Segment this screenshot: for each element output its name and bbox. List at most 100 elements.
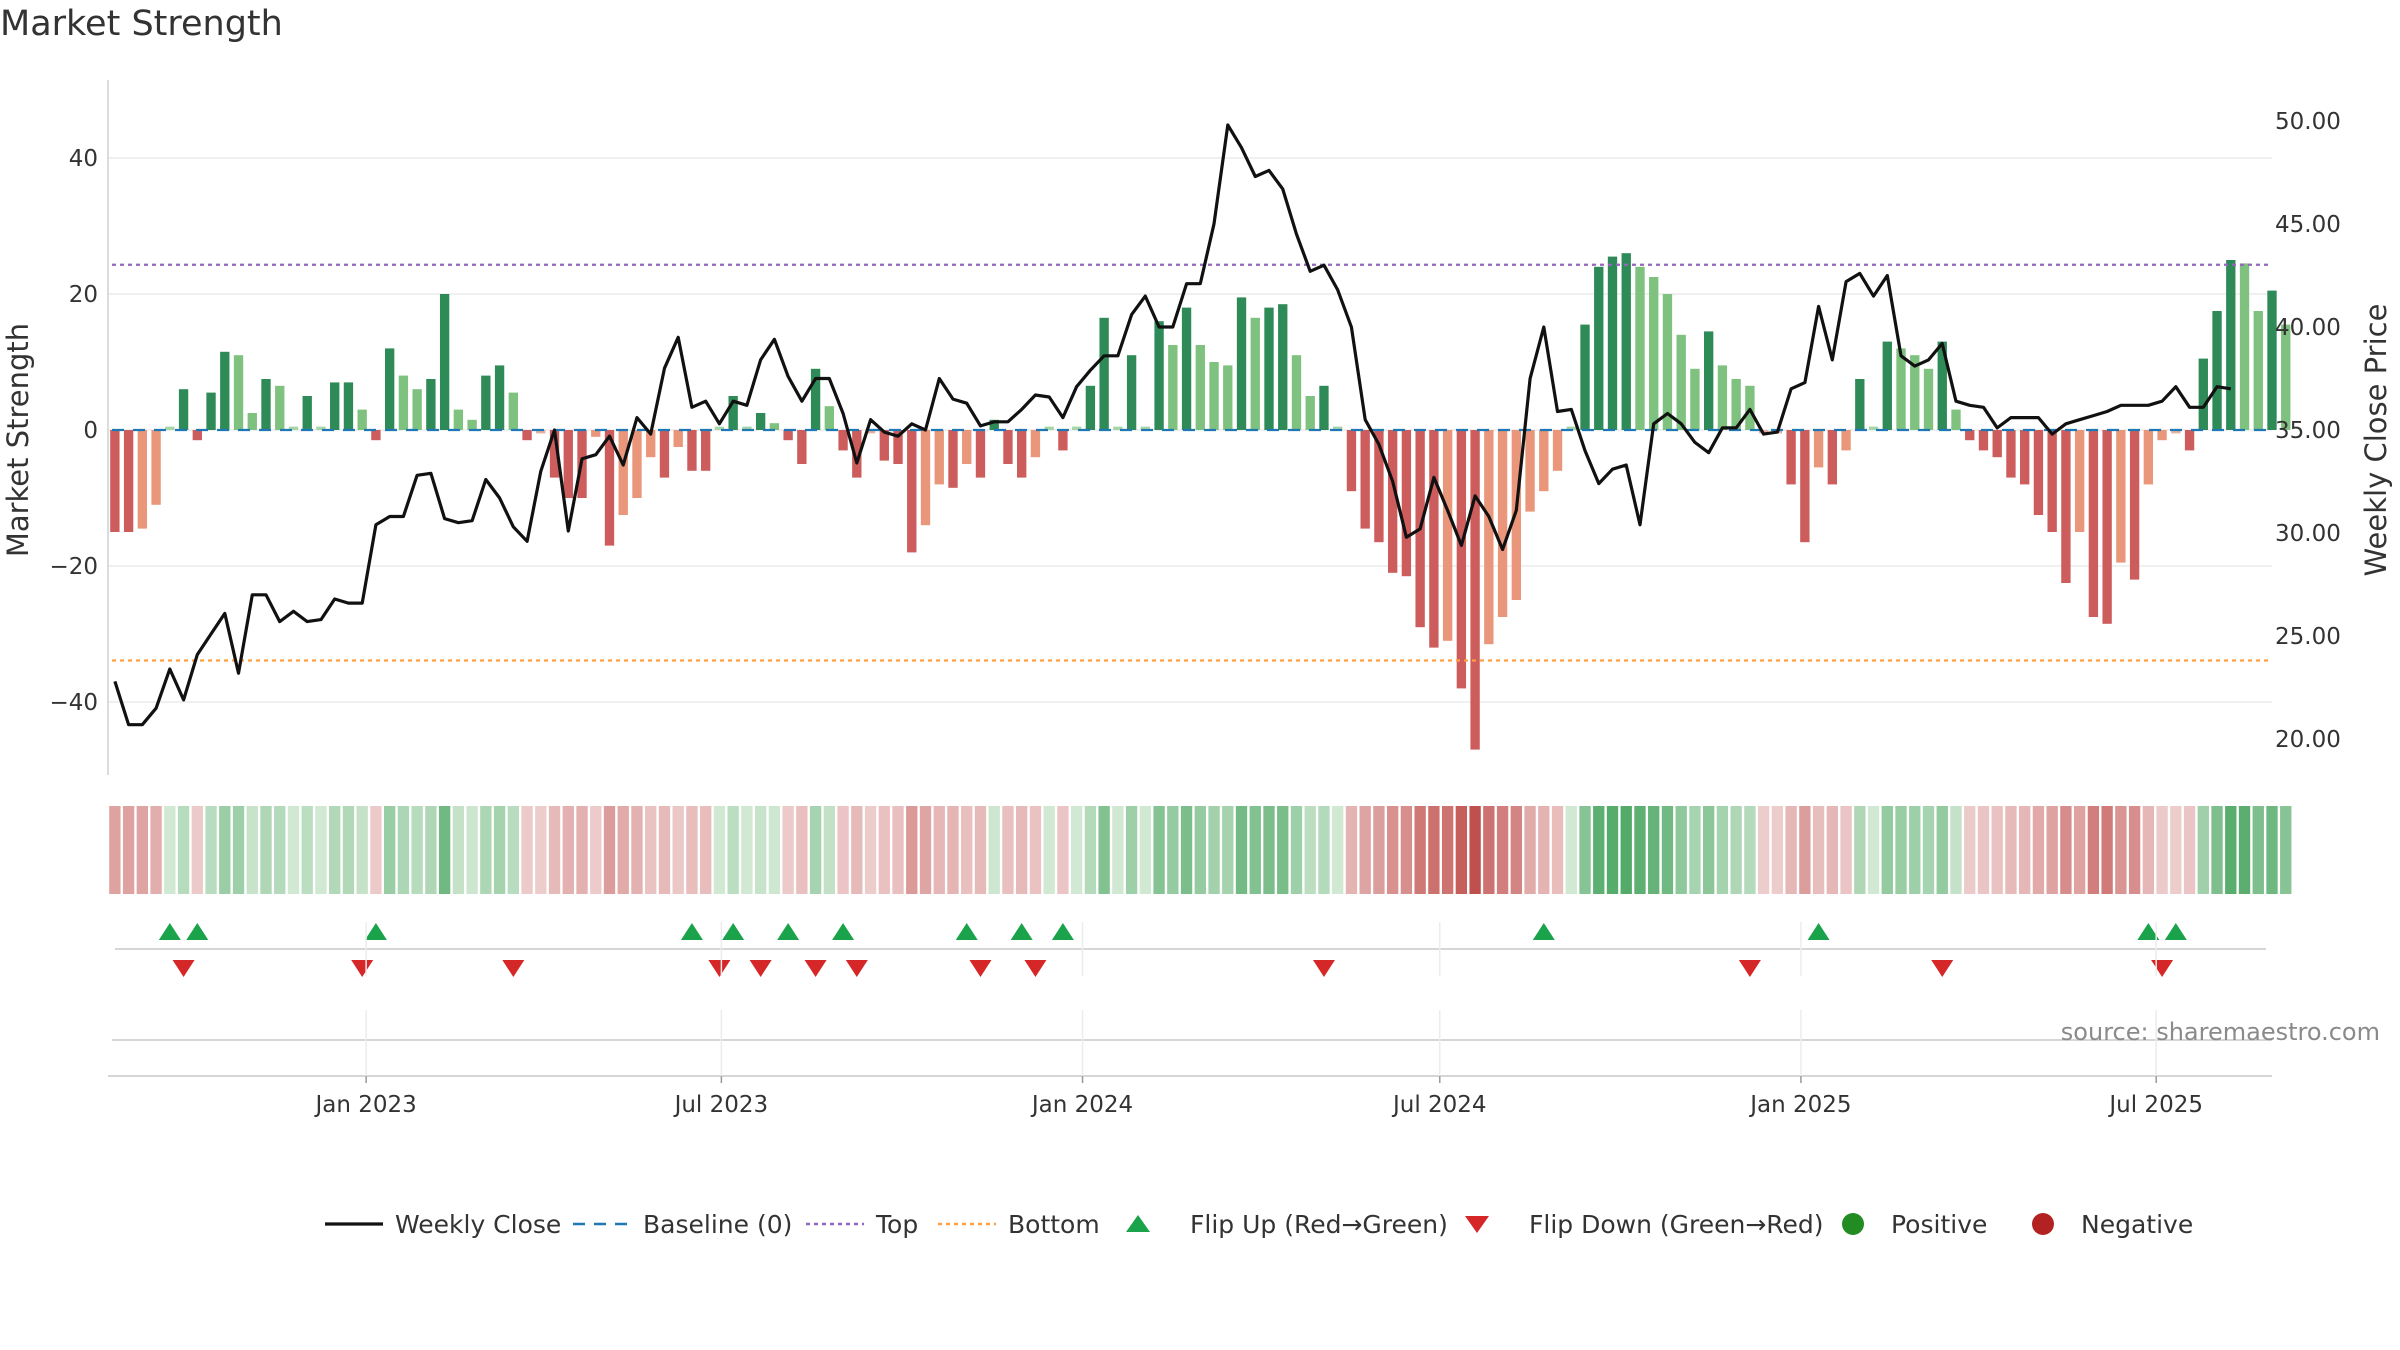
- legend-item: Baseline (0): [573, 1210, 792, 1239]
- flip-down-marker: [969, 960, 992, 977]
- strength-bar: [165, 426, 175, 430]
- legend-item: Top: [806, 1210, 918, 1239]
- strength-bar: [1113, 426, 1123, 430]
- strength-bar: [989, 419, 999, 430]
- strength-bar: [1264, 307, 1274, 430]
- regime-cell: [2101, 806, 2113, 894]
- regime-cell: [1826, 806, 1838, 894]
- regime-cell: [713, 806, 726, 894]
- regime-cell: [1593, 806, 1605, 894]
- strength-bar: [1346, 430, 1357, 492]
- strength-bar: [233, 355, 244, 430]
- regime-cell: [1318, 806, 1330, 894]
- strength-bar: [2171, 430, 2181, 434]
- regime-cell: [1785, 806, 1797, 894]
- regime-cell: [1909, 806, 1921, 894]
- strength-bar: [1827, 430, 1838, 485]
- regime-cell: [1771, 806, 1784, 894]
- x-tick-label: Jan 2025: [1748, 1092, 1851, 1118]
- strength-bar: [467, 419, 477, 430]
- regime-cell: [1854, 806, 1866, 894]
- regime-cell: [1332, 806, 1344, 894]
- regime-cell: [1153, 806, 1165, 894]
- strength-bar: [1717, 365, 1728, 430]
- regime-cell: [438, 806, 451, 894]
- strength-bar: [2047, 430, 2057, 532]
- strength-bar: [1126, 355, 1137, 430]
- strength-bar: [1044, 426, 1054, 430]
- flip-down-marker: [1024, 960, 1047, 977]
- strength-bar: [1085, 385, 1096, 430]
- strength-bar: [1484, 430, 1494, 645]
- strength-bar: [714, 426, 725, 430]
- strength-bar: [879, 430, 889, 461]
- strength-bar: [2116, 430, 2126, 563]
- regime-cell: [1496, 806, 1509, 894]
- flip-down-marker: [1931, 960, 1954, 977]
- strength-bar: [481, 375, 491, 430]
- strength-bar: [110, 430, 120, 532]
- legend-label: Negative: [2081, 1210, 2193, 1239]
- regime-cell: [1675, 806, 1687, 894]
- strength-bar: [2157, 430, 2167, 441]
- strength-bar: [1566, 426, 1576, 430]
- flip-up-marker: [777, 923, 800, 940]
- regime-cell: [658, 806, 671, 894]
- regime-cell: [1757, 806, 1770, 894]
- strength-bar: [1154, 321, 1164, 430]
- regime-cell: [219, 806, 231, 894]
- regime-cell: [2156, 806, 2168, 894]
- strength-bar: [2033, 430, 2044, 515]
- regime-cell: [1703, 806, 1715, 894]
- strength-bar: [261, 379, 271, 430]
- regime-cell: [301, 806, 313, 894]
- strength-bar: [1992, 430, 2002, 458]
- regime-cell: [700, 806, 712, 894]
- strength-bar: [1594, 266, 1604, 430]
- regime-cell: [2183, 806, 2196, 894]
- regime-cell: [425, 806, 437, 894]
- flip-down-marker: [351, 960, 374, 977]
- strength-bar: [2102, 430, 2112, 624]
- regime-cell: [2280, 806, 2292, 894]
- regime-cell: [1194, 806, 1206, 894]
- regime-cell: [1744, 806, 1756, 894]
- flip-down-marker: [708, 960, 731, 977]
- regime-cell: [1414, 806, 1426, 894]
- regime-cell: [1345, 806, 1358, 894]
- regime-cell: [109, 806, 121, 894]
- regime-cell: [1428, 806, 1440, 894]
- flip-up-icon: [1126, 1215, 1150, 1232]
- strength-bar: [632, 430, 642, 498]
- strength-bar: [838, 430, 848, 451]
- y-left-tick-label: −20: [49, 554, 98, 580]
- strength-bar: [591, 430, 601, 437]
- strength-bar: [1456, 430, 1467, 689]
- regime-cell: [645, 806, 657, 894]
- strength-bar: [2253, 311, 2263, 430]
- regime-cell: [2197, 806, 2209, 894]
- strength-bar: [1635, 266, 1645, 430]
- strength-bar: [1539, 430, 1549, 492]
- regime-cell: [2142, 806, 2155, 894]
- strength-bar: [1607, 256, 1618, 430]
- strength-bar: [123, 430, 134, 532]
- regime-cell: [1469, 806, 1481, 894]
- regime-cell: [590, 806, 602, 894]
- strength-bar: [343, 382, 354, 430]
- legend-item: Positive: [1842, 1210, 1987, 1239]
- regime-cell: [1208, 806, 1220, 894]
- strength-bar: [288, 426, 299, 430]
- strength-bar: [1291, 355, 1302, 430]
- regime-cell: [466, 806, 478, 894]
- y-right-axis-title: Weekly Close Price: [2359, 304, 2393, 577]
- flip-down-marker: [749, 960, 772, 977]
- regime-cell: [177, 806, 190, 894]
- regime-cell: [727, 806, 739, 894]
- strength-bars: [110, 253, 2291, 750]
- strength-bar: [2184, 430, 2195, 451]
- flip-up-marker: [1051, 923, 1074, 940]
- strength-bar: [1058, 430, 1068, 451]
- regime-cell: [136, 806, 149, 894]
- regime-cell: [2019, 806, 2031, 894]
